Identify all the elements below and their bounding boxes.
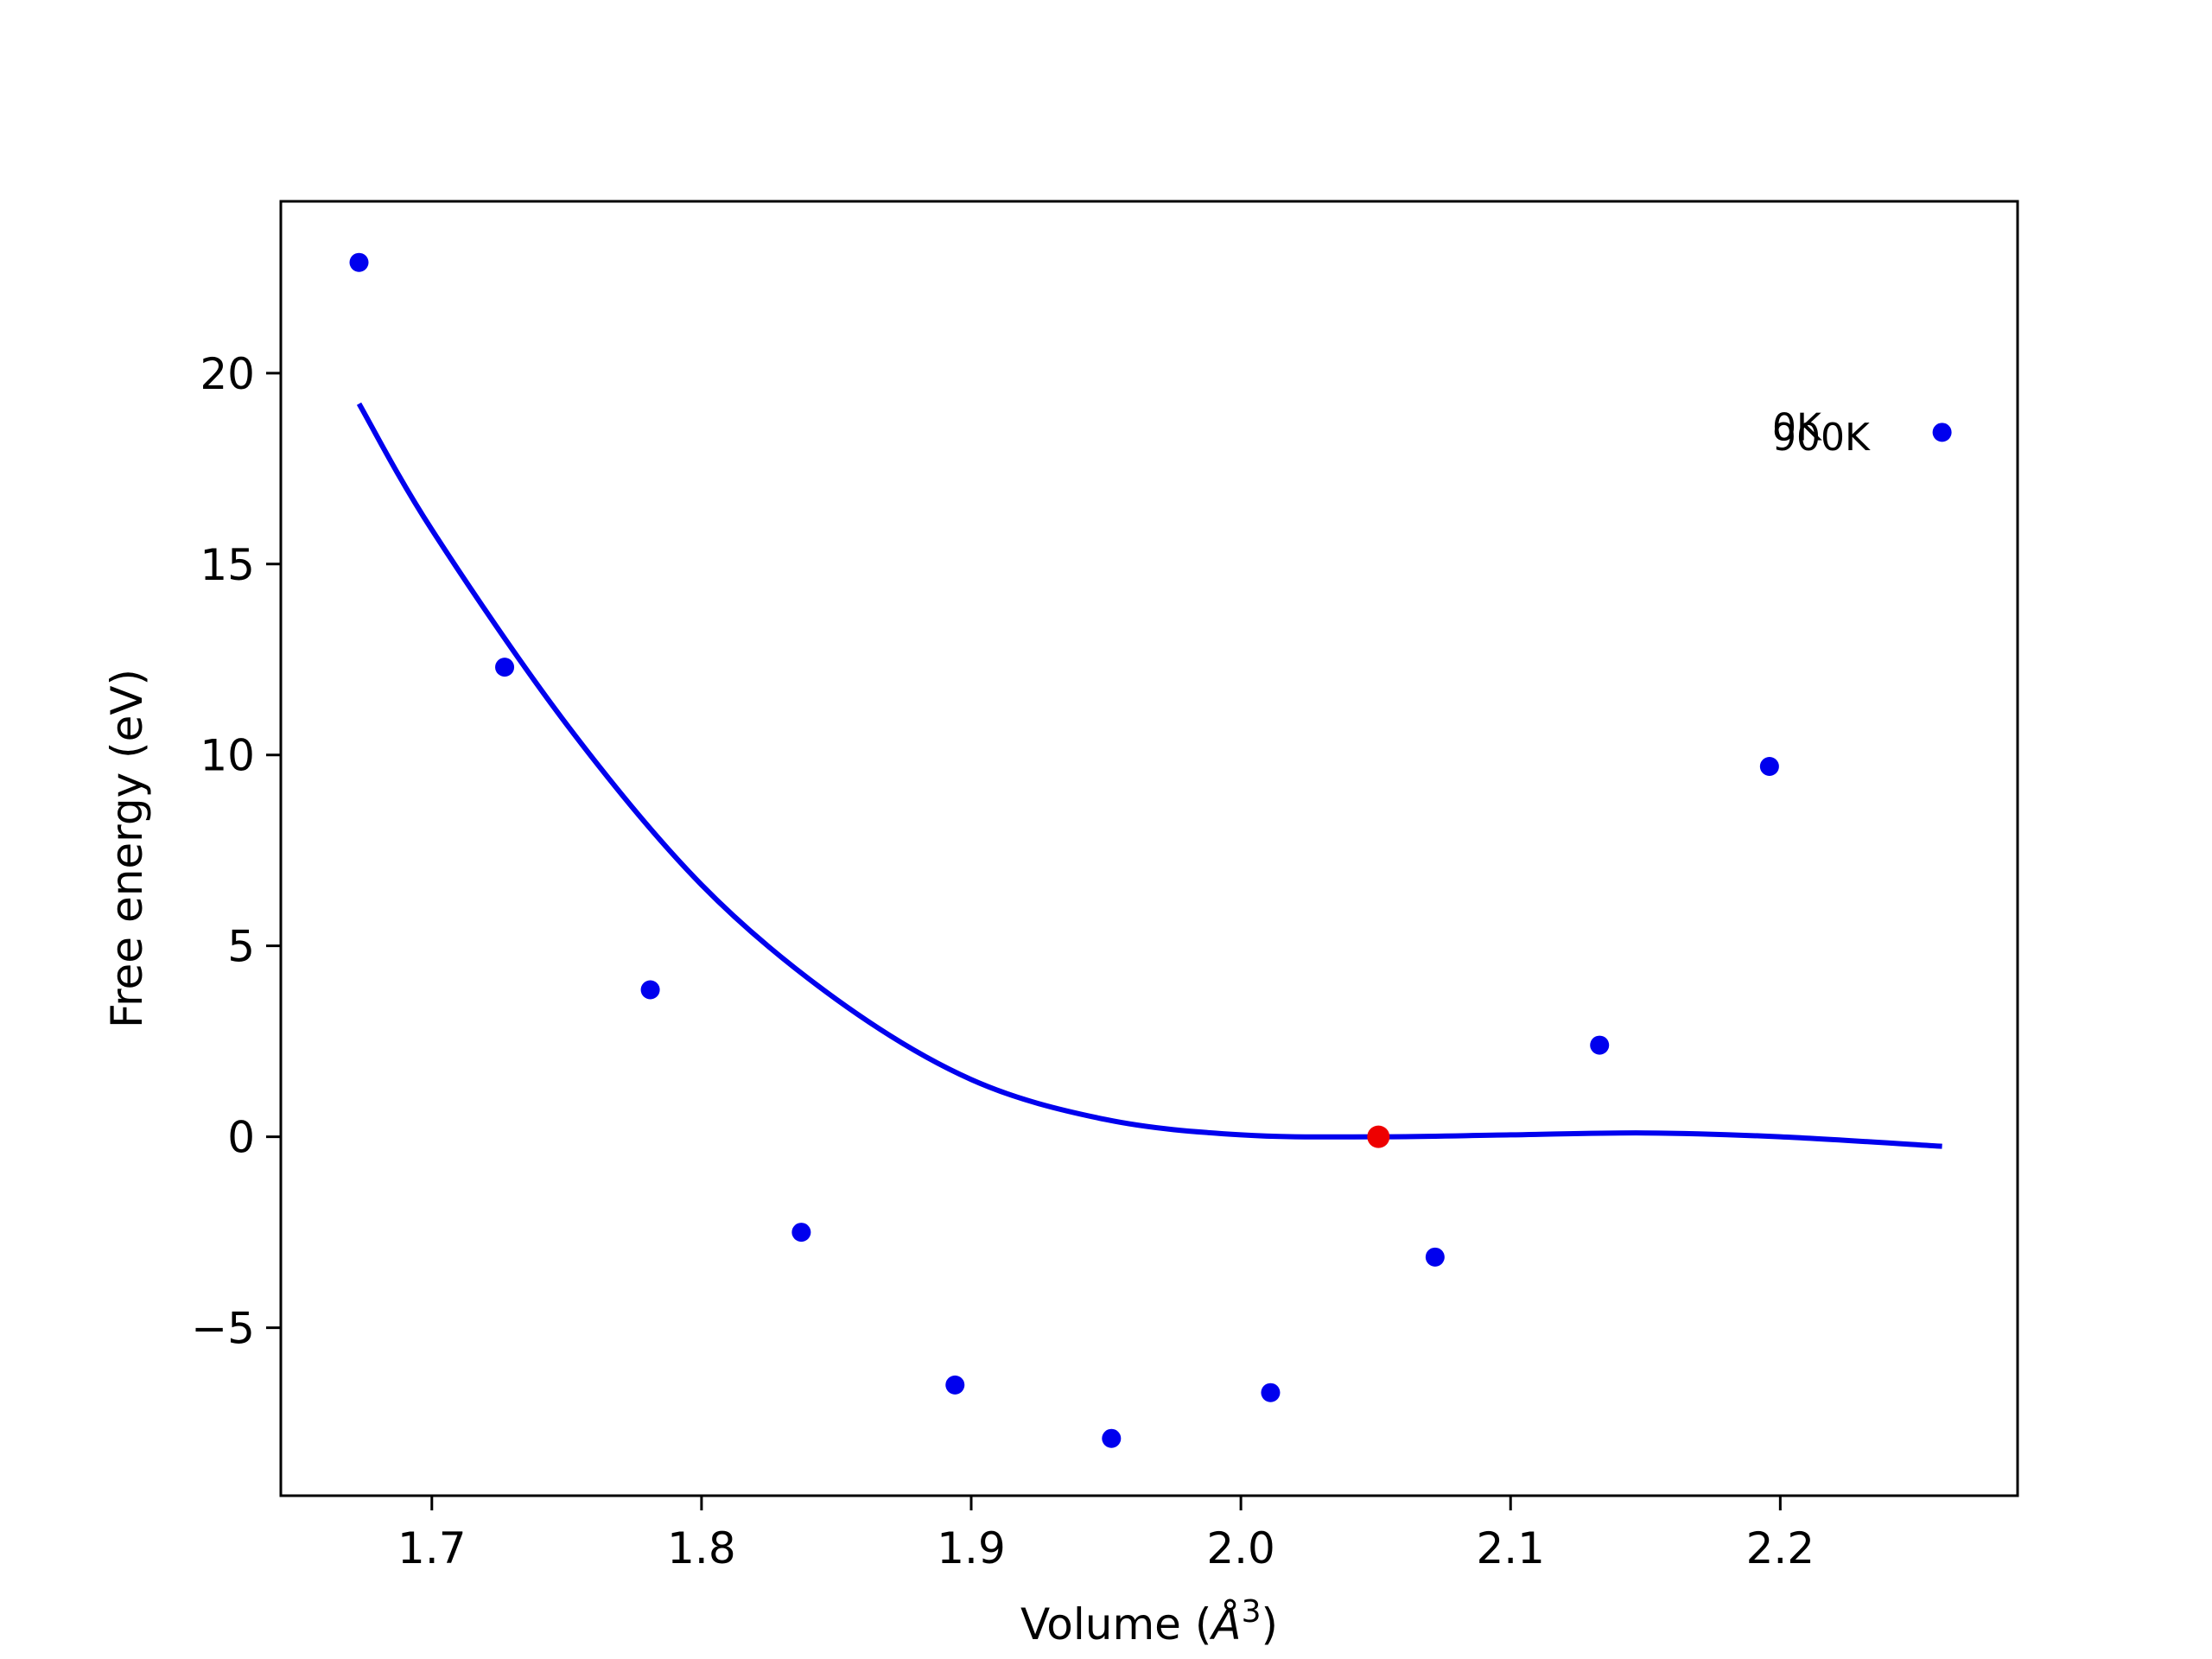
- y-tick-label: 20: [200, 349, 255, 399]
- x-tick-label: 2.2: [1746, 1523, 1815, 1573]
- y-tick-label: 5: [227, 922, 255, 972]
- temperature-label: 900K: [1772, 416, 1871, 460]
- x-tick-label: 1.7: [397, 1523, 467, 1573]
- x-tick-label: 2.1: [1476, 1523, 1545, 1573]
- x-tick-label: 1.8: [667, 1523, 736, 1573]
- minimum-point: [1367, 1125, 1390, 1148]
- data-point: [1102, 1428, 1122, 1448]
- plot-area: [281, 201, 2018, 1496]
- data-point: [495, 658, 515, 677]
- x-axis-ticks: 1.7 1.8 1.9 2.0 2.1 2.2: [397, 1496, 1815, 1573]
- x-axis-label: Volume (Å3): [1020, 1594, 1278, 1649]
- y-tick-label: −5: [191, 1304, 255, 1354]
- data-point: [1261, 1382, 1281, 1402]
- y-tick-label: 10: [200, 731, 255, 781]
- x-tick-label: 2.0: [1206, 1523, 1275, 1573]
- data-point: [945, 1375, 965, 1395]
- x-tick-label: 1.9: [937, 1523, 1006, 1573]
- data-point: [349, 252, 369, 272]
- plot-frame: [279, 200, 2019, 1497]
- data-point: [1590, 1035, 1610, 1055]
- data-point: [791, 1223, 811, 1243]
- data-series: [349, 252, 1952, 1448]
- data-point: [1425, 1247, 1445, 1267]
- y-tick-label: 0: [227, 1113, 255, 1163]
- y-axis-ticks: −5 0 5 10 15 20: [191, 349, 281, 1354]
- data-point: [1932, 423, 1952, 442]
- temperature-label: 0K: [1772, 406, 1822, 450]
- y-axis-label: Free energy (eV): [102, 669, 152, 1028]
- data-point: [640, 980, 660, 1000]
- data-point: [1759, 756, 1779, 776]
- fit-curve: [356, 402, 1942, 1149]
- y-tick-label: 15: [200, 540, 255, 590]
